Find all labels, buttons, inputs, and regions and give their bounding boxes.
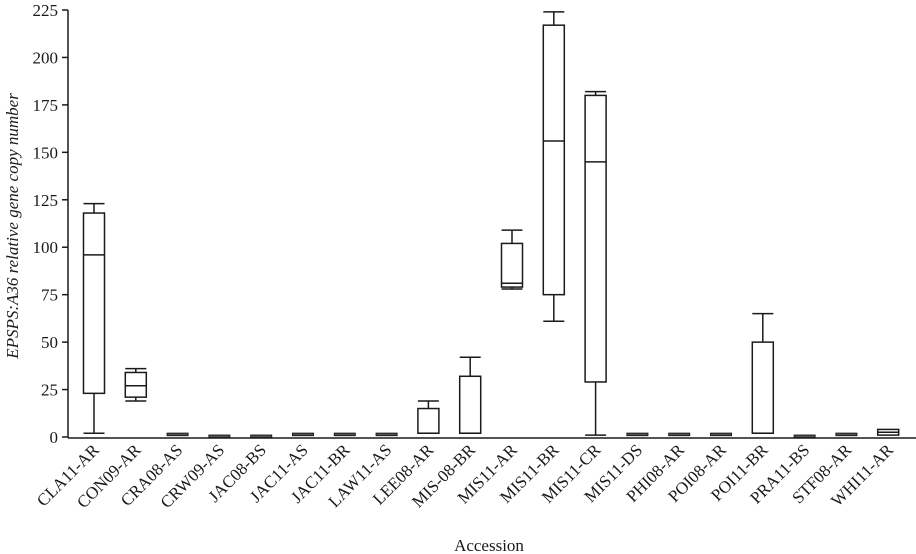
box-mis11-ar — [500, 229, 524, 290]
x-tick-labels: CLA11-ARCON09-ARCRA08-ASCRW09-ASJAC08-BS… — [33, 440, 897, 512]
box-body — [458, 375, 482, 434]
box-body — [584, 94, 607, 383]
y-tick-label: 25 — [41, 381, 58, 400]
box-body — [542, 24, 566, 296]
box-body — [82, 212, 106, 395]
box-con09-ar — [124, 367, 148, 402]
box-mis-08-br — [458, 356, 482, 434]
x-axis-title: Accession — [454, 536, 524, 554]
box-body — [124, 371, 148, 398]
box-body — [835, 432, 858, 437]
box-body — [208, 434, 231, 439]
box-whi11-ar — [876, 428, 900, 436]
y-tick-label: 125 — [33, 191, 59, 210]
box-mis11-br — [542, 11, 566, 322]
y-tick-label: 0 — [50, 428, 59, 447]
box-body — [710, 432, 732, 437]
box-phi08-ar — [668, 432, 691, 437]
box-body — [417, 407, 440, 434]
box-crw09-as — [208, 434, 231, 439]
box-body — [500, 242, 524, 288]
box-poi11-br — [751, 312, 775, 434]
box-body — [250, 434, 273, 439]
box-poi08-ar — [710, 432, 732, 437]
box-cra08-as — [166, 432, 189, 437]
box-body — [333, 432, 356, 437]
box-body — [668, 432, 691, 437]
box-series — [82, 11, 900, 439]
box-cla11-ar — [82, 202, 106, 434]
box-pra11-bs — [793, 434, 816, 439]
y-tick-label: 50 — [41, 333, 58, 352]
box-lee08-ar — [417, 400, 440, 434]
box-jac08-bs — [250, 434, 273, 439]
box-body — [626, 432, 649, 437]
y-tick-label: 175 — [33, 96, 59, 115]
box-body — [292, 432, 314, 437]
box-body — [793, 434, 816, 439]
y-tick-label: 225 — [33, 1, 59, 20]
box-law11-as — [375, 432, 398, 437]
box-stf08-ar — [835, 432, 858, 437]
box-jac11-as — [292, 432, 314, 437]
y-tick-label: 150 — [33, 143, 59, 162]
y-tick-label: 75 — [41, 286, 58, 305]
box-body — [751, 341, 775, 434]
box-mis11-ds — [626, 432, 649, 437]
box-jac11-br — [333, 432, 356, 437]
y-tick-label: 100 — [33, 238, 59, 257]
y-tick-label: 200 — [33, 48, 59, 67]
box-mis11-cr — [584, 90, 607, 436]
box-body — [375, 432, 398, 437]
y-axis: 0 25 50 75 100 125 150 175 200 225 — [33, 1, 69, 447]
box-body — [166, 432, 189, 437]
y-axis-title: EPSPS:A36 relative gene copy number — [3, 93, 22, 360]
